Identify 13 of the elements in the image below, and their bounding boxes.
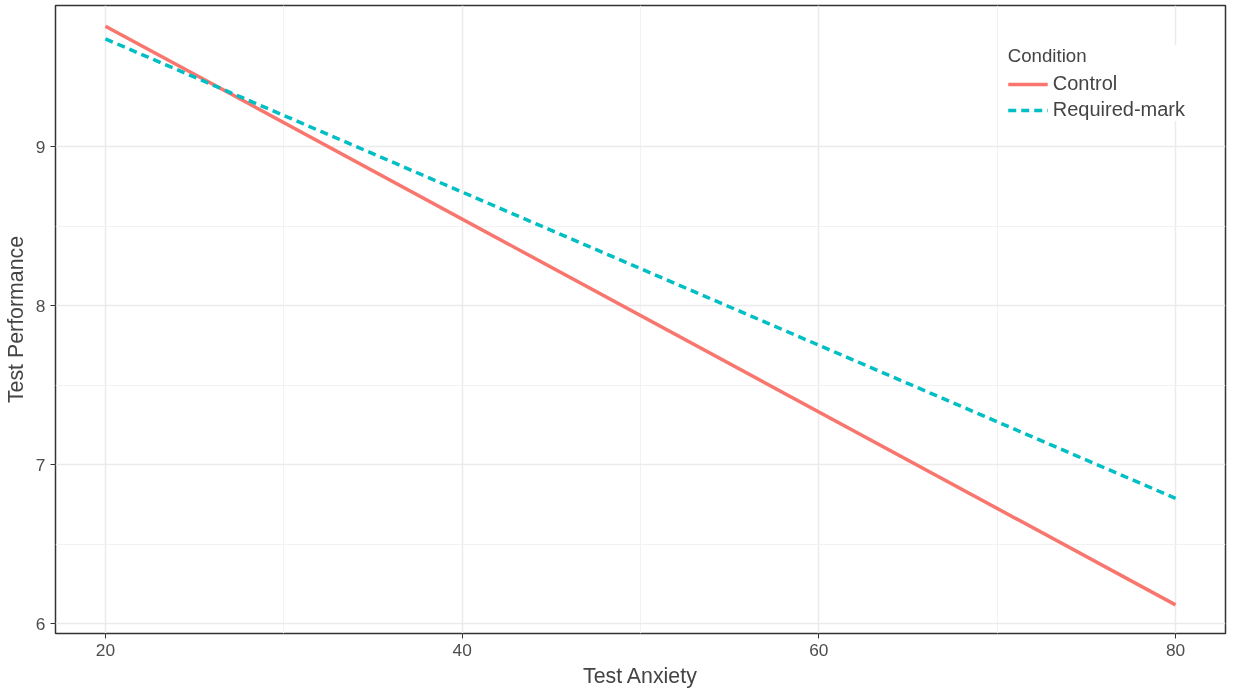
- x-tick-label: 20: [95, 639, 116, 660]
- y-tick-label: 6: [35, 613, 46, 634]
- x-tick-label: 40: [452, 639, 472, 660]
- x-tick-label: 80: [1165, 639, 1186, 660]
- y-tick-label: 9: [35, 137, 46, 157]
- legend-label: Required-mark: [1052, 98, 1185, 121]
- y-tick-label: 8: [35, 295, 46, 316]
- x-tick-label: 60: [809, 639, 829, 660]
- y-tick-label: 7: [35, 454, 46, 475]
- x-axis-title: Test Anxiety: [583, 663, 698, 688]
- y-axis-title: Test Performance: [3, 235, 28, 404]
- legend-title: Condition: [1007, 45, 1088, 67]
- legend-label: Control: [1052, 72, 1118, 95]
